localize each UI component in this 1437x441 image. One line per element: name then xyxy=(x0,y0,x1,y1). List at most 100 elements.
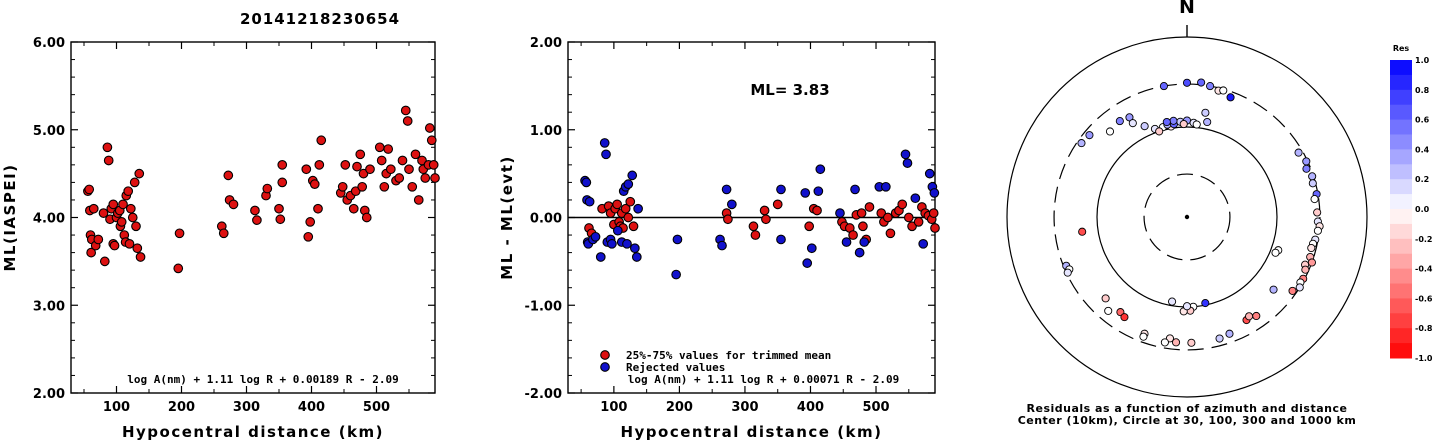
data-point xyxy=(129,177,140,188)
north-label: N xyxy=(1179,0,1195,18)
y-tick-label: 1.00 xyxy=(530,124,562,139)
data-point xyxy=(102,142,113,153)
data-point xyxy=(228,199,239,210)
station-residual-point xyxy=(1182,78,1192,87)
data-point xyxy=(340,160,351,170)
data-point xyxy=(385,164,396,175)
formula-annotation: log A(nm) + 1.11 log R + 0.00189 R - 2.0… xyxy=(127,373,399,386)
data-point xyxy=(365,164,375,175)
station-residual-point xyxy=(1244,312,1254,321)
data-point xyxy=(123,186,134,197)
colorbar-tick-label: 0.2 xyxy=(1415,175,1429,184)
colorbar-tick-label: 0.0 xyxy=(1415,205,1430,214)
data-point xyxy=(850,184,860,195)
data-point xyxy=(361,212,372,223)
data-point xyxy=(907,221,917,232)
colorbar-swatch xyxy=(1390,343,1412,359)
x-tick-label: 100 xyxy=(600,400,627,415)
colorbar-tick-label: 0.4 xyxy=(1415,145,1430,154)
data-point xyxy=(723,214,733,225)
data-point xyxy=(379,181,390,192)
formula-annotation: log A(nm) + 1.11 log R + 0.00071 R - 2.0… xyxy=(628,373,900,386)
data-point xyxy=(88,203,99,214)
station-residual-point xyxy=(1307,243,1316,253)
data-point xyxy=(848,230,858,240)
station-residual-point xyxy=(1155,127,1164,136)
station-residual-point xyxy=(1169,116,1178,125)
y-tick-label: -1.00 xyxy=(525,299,562,314)
data-point xyxy=(397,155,408,166)
station-residual-point xyxy=(1182,302,1192,311)
data-point xyxy=(924,168,935,179)
data-point xyxy=(748,221,759,232)
data-point xyxy=(776,234,786,245)
data-point xyxy=(274,203,284,214)
colorbar-swatch xyxy=(1390,149,1412,165)
data-point xyxy=(277,160,288,170)
caption-line-1: Residuals as a function of azimuth and d… xyxy=(1027,402,1348,415)
x-tick-label: 300 xyxy=(731,400,758,415)
y-axis-label: ML(IASPEI) xyxy=(1,163,19,271)
station-residual-point xyxy=(1252,311,1261,321)
x-axis-label: Hypocentral distance (km) xyxy=(122,423,384,441)
data-point xyxy=(802,258,813,268)
data-point xyxy=(835,208,845,218)
data-point xyxy=(84,184,95,195)
station-residual-point xyxy=(1197,78,1206,87)
data-point xyxy=(262,183,273,194)
data-point xyxy=(631,252,642,262)
panel-polar-residuals: N Residuals as a function of azimuth and … xyxy=(1006,0,1368,427)
colorbar-swatch xyxy=(1390,223,1412,240)
x-tick-label: 500 xyxy=(862,400,889,415)
data-point xyxy=(428,160,439,170)
station-residual-point xyxy=(1179,119,1188,129)
data-point xyxy=(109,240,120,251)
station-residual-point xyxy=(1226,93,1235,102)
data-point xyxy=(903,212,914,223)
station-residual-point xyxy=(1302,157,1311,166)
data-point xyxy=(400,105,411,116)
data-point xyxy=(612,199,623,210)
station-residual-point xyxy=(1101,294,1110,303)
colorbar-swatch xyxy=(1390,74,1412,91)
data-point xyxy=(929,188,940,198)
data-point xyxy=(303,231,314,242)
station-residual-point xyxy=(1308,172,1317,181)
data-point xyxy=(761,214,771,225)
station-residual-point xyxy=(1128,119,1137,128)
data-point xyxy=(882,212,893,223)
data-point xyxy=(717,240,727,251)
data-point xyxy=(218,228,229,239)
data-point xyxy=(772,199,783,210)
data-point xyxy=(776,184,786,195)
station-residual-point xyxy=(1219,86,1228,95)
data-point xyxy=(316,135,327,146)
data-point xyxy=(623,212,634,223)
data-point xyxy=(277,177,288,188)
data-point xyxy=(352,161,362,172)
data-point xyxy=(856,208,867,218)
y-tick-label: 6.00 xyxy=(33,36,65,51)
data-point xyxy=(627,170,638,181)
station-residual-point xyxy=(1295,283,1304,292)
data-point xyxy=(350,186,361,197)
legend-marker xyxy=(600,350,610,360)
data-point xyxy=(402,116,413,126)
data-point xyxy=(620,203,631,214)
data-point xyxy=(928,208,939,218)
y-tick-label: 0.00 xyxy=(530,212,562,227)
data-point xyxy=(420,173,431,183)
colorbar-swatch xyxy=(1390,209,1412,225)
data-point xyxy=(581,177,592,188)
data-point xyxy=(383,144,394,154)
station-residual-point xyxy=(1308,179,1317,188)
data-point xyxy=(913,217,924,227)
data-point xyxy=(309,179,320,190)
colorbar-swatch xyxy=(1390,313,1412,329)
data-point xyxy=(759,205,770,216)
station-residual-point xyxy=(1160,338,1169,347)
x-tick-label: 300 xyxy=(233,400,260,415)
data-point xyxy=(623,179,634,190)
data-point xyxy=(854,247,865,258)
data-point xyxy=(910,193,921,204)
